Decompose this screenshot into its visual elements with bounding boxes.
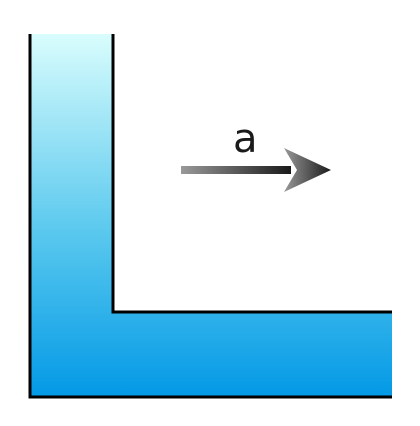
acceleration-arrow-icon [181,148,331,192]
acceleration-label: a [233,116,258,162]
fluid-l-tube [30,34,392,397]
tube-outer-wall [28,34,392,399]
acceleration-arrow-shaft [181,166,291,174]
tube-inner-wall [111,34,392,314]
acceleration-arrow-head [284,148,331,192]
